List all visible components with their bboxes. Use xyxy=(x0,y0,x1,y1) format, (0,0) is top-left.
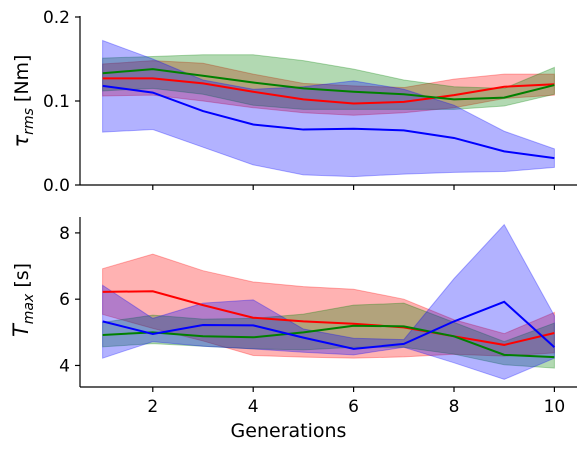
y-axis-label-1: Tmax [s] xyxy=(9,263,37,337)
x-tick-label-3: 8 xyxy=(449,397,460,417)
panel-tau-rms: 0.0 0.1 0.2 τrms [Nm] xyxy=(9,8,577,196)
series-line-0-0 xyxy=(102,77,555,105)
series-line-1-1 xyxy=(102,324,555,359)
y-tick-label-1-0: 4 xyxy=(59,356,70,376)
x-tick-label-0: 2 xyxy=(147,397,158,417)
y-tick-label-1-2: 8 xyxy=(59,224,70,244)
panel-t-max: 4 6 8 2 4 6 8 10 Tmax [s] Generations xyxy=(9,217,577,442)
y-axis-label-unit-0: [Nm] xyxy=(11,55,33,109)
y-axis-label-subscript-0: rms xyxy=(21,108,37,135)
series-line-0-2 xyxy=(102,84,555,160)
band-0-2 xyxy=(102,39,555,178)
series-line-1-2 xyxy=(102,300,556,350)
series-line-0-1 xyxy=(102,68,555,101)
x-tick-label-4: 10 xyxy=(544,397,566,417)
y-axis-label-0: τrms [Nm] xyxy=(9,55,37,148)
band-1-2 xyxy=(102,223,555,380)
band-1-1 xyxy=(102,302,555,369)
y-axis-label-subscript-1: max xyxy=(21,293,37,324)
band-0-1 xyxy=(102,54,555,110)
y-tick-label-0-0: 0.0 xyxy=(43,176,70,196)
y-tick-label-1-1: 6 xyxy=(59,290,70,310)
band-0-0 xyxy=(102,60,555,116)
x-tick-label-2: 6 xyxy=(348,397,359,417)
y-tick-label-0-2: 0.2 xyxy=(43,8,70,28)
y-tick-label-0-1: 0.1 xyxy=(43,92,70,112)
x-tick-label-1: 4 xyxy=(248,397,259,417)
y-axis-label-unit-1: [s] xyxy=(11,263,33,294)
y-axis-label-symbol-1: T xyxy=(9,322,33,337)
series-line-1-0 xyxy=(102,290,555,346)
x-axis-label: Generations xyxy=(231,420,347,442)
band-1-0 xyxy=(102,253,555,359)
y-axis-label-symbol-0: τ xyxy=(9,134,33,147)
